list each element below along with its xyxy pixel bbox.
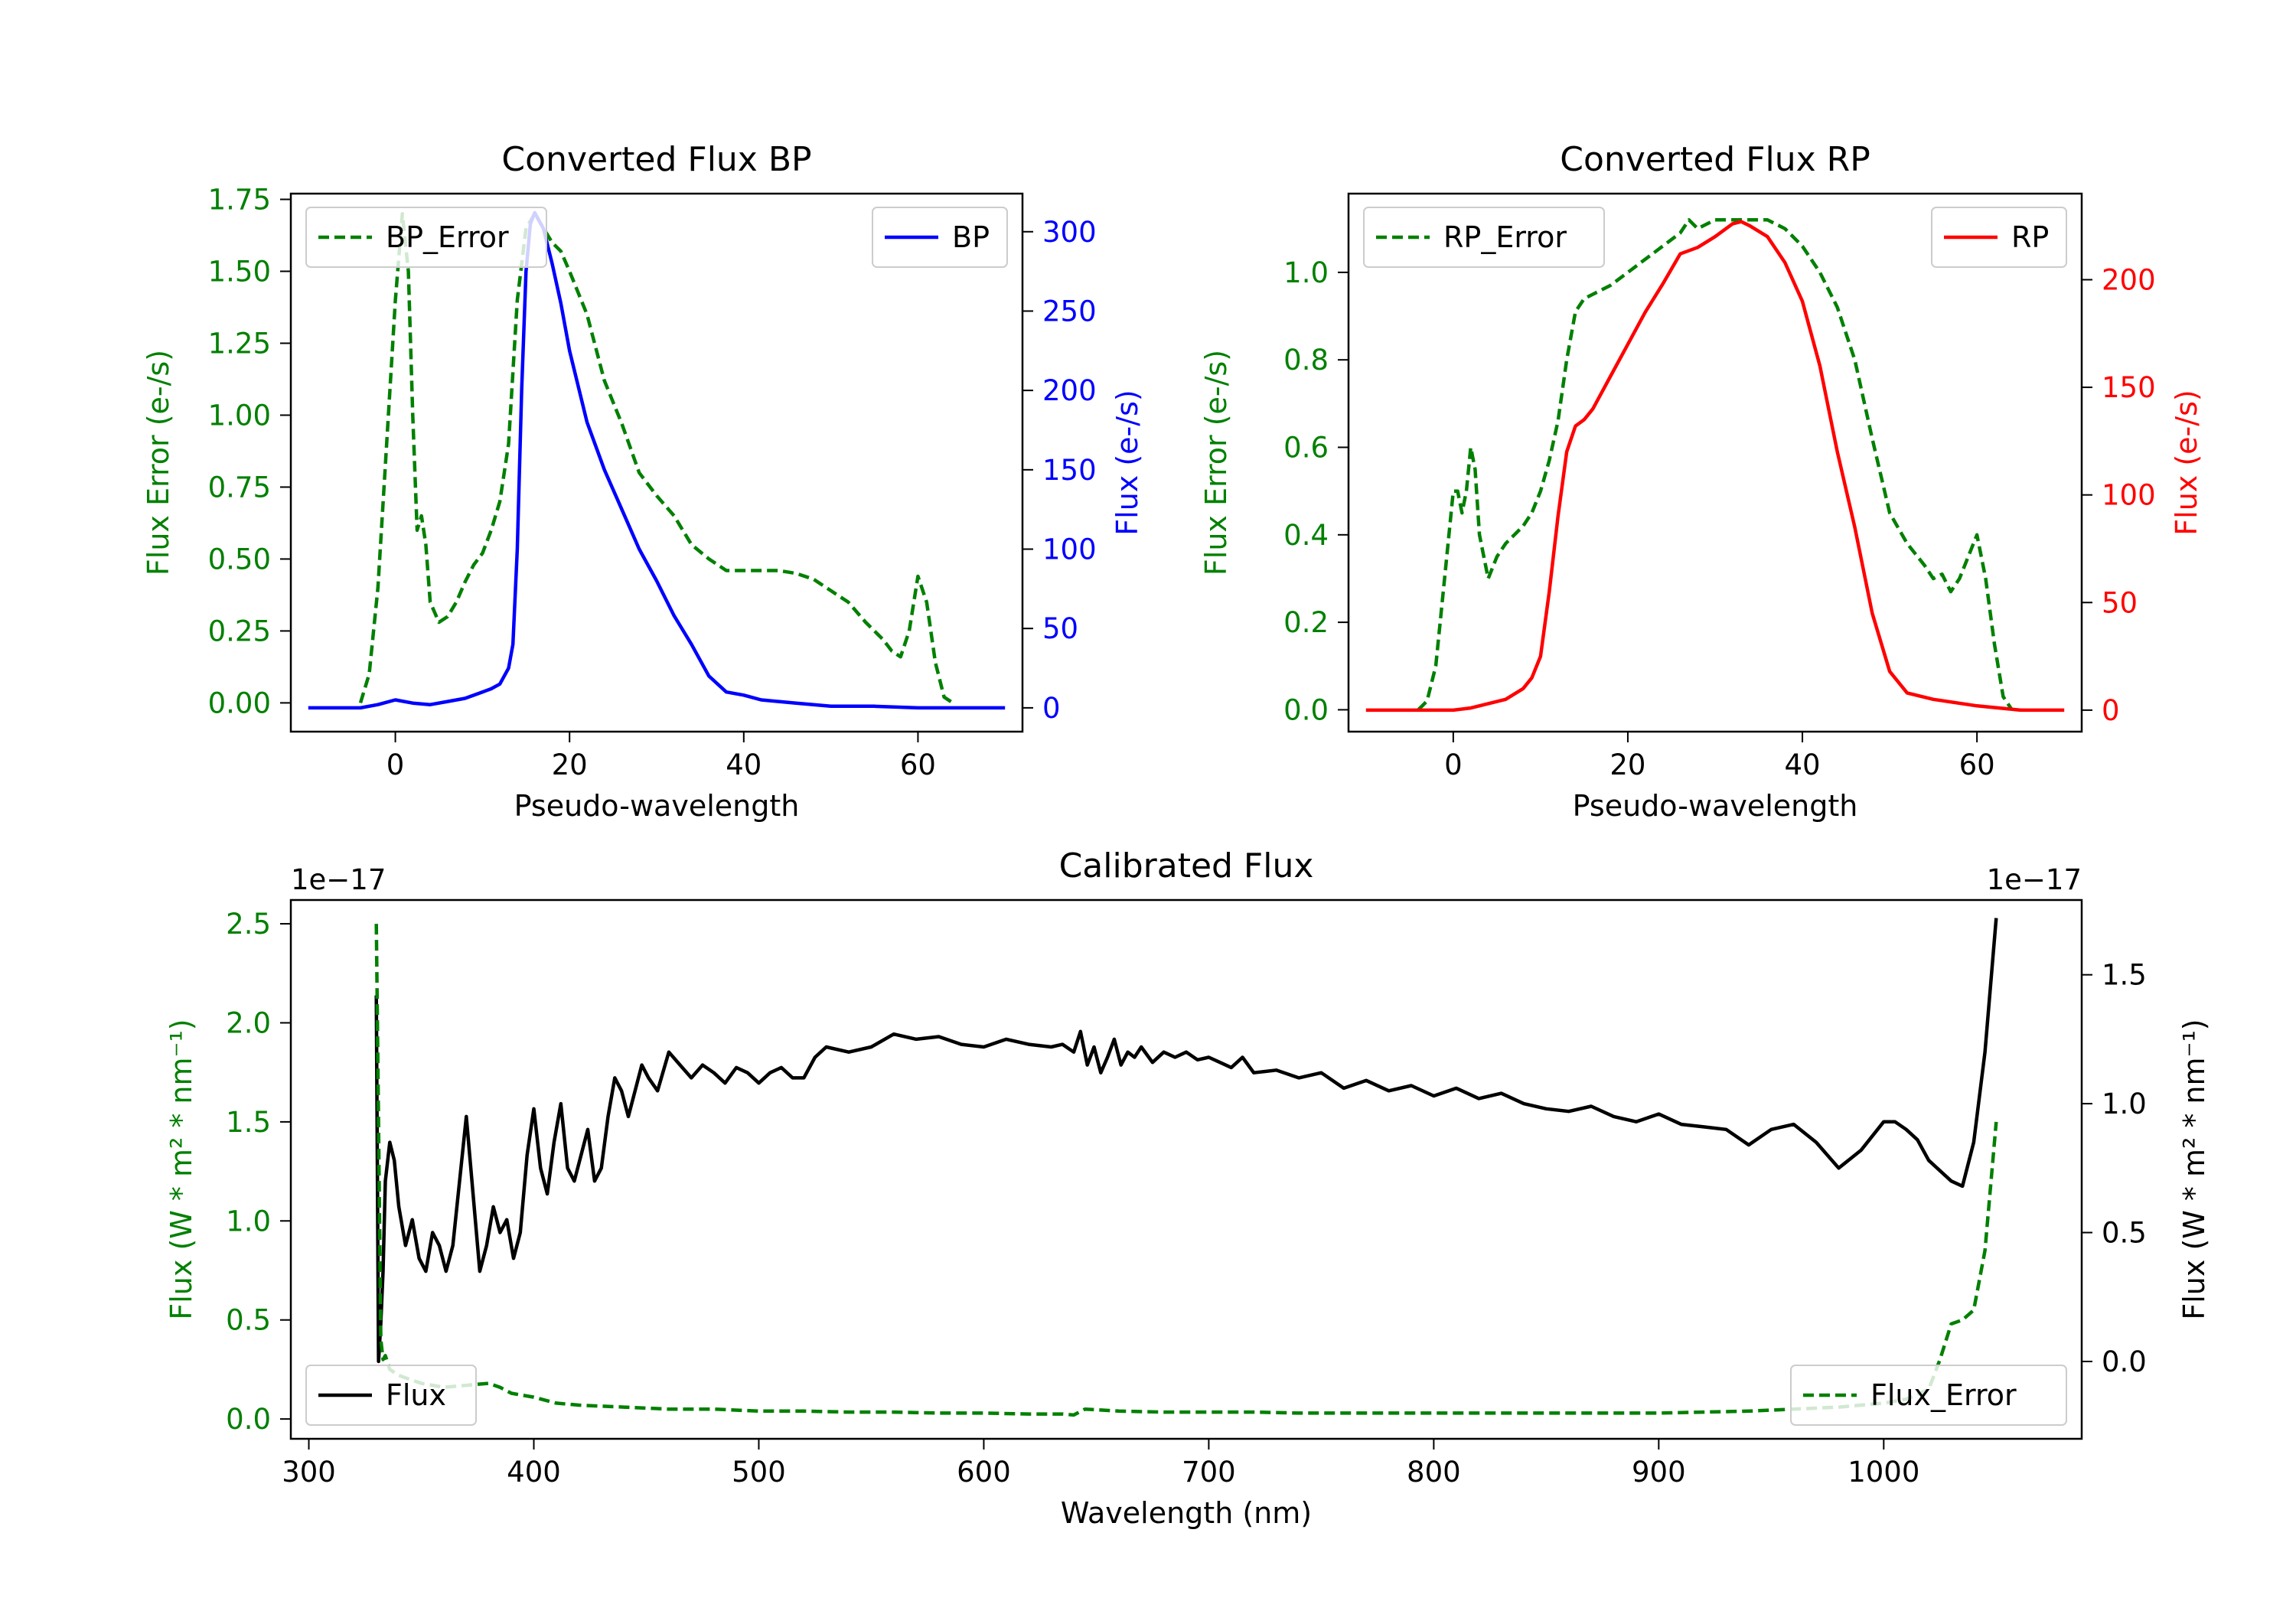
cal-y-right-axis-label: Flux (W * m² * nm⁻¹) [2177,1019,2211,1319]
bp-legend-bp: BP [872,207,1008,268]
bp-legend-box [305,207,547,268]
bp-y-left-tick-label: 1.75 [208,184,271,217]
rp-legend-box [1931,207,2067,268]
cal-plot-frame [289,898,2083,1440]
bp-y-left-tick-label: 1.50 [208,256,271,289]
cal-y-left-exponent: 1e−17 [291,863,386,896]
cal-y-left-tick-label: 1.5 [226,1106,271,1139]
cal-y-right-tick-label: 1.5 [2102,959,2147,992]
rp-y-right-tick-label: 150 [2102,371,2156,404]
rp-x-tick-label: 40 [1785,748,1821,781]
bp-x-tick-label: 0 [386,748,405,781]
rp-y-left-tick-label: 0.4 [1283,519,1329,552]
bp-y-right-tick-label: 50 [1042,612,1078,645]
bp-y-right-tick-label: 300 [1042,216,1097,249]
rp-y-left-tick-label: 1.0 [1283,256,1329,289]
cal-y-right-tick-label: 0.5 [2102,1217,2147,1250]
cal-y-right-tick-label: 0.0 [2102,1345,2147,1378]
cal-y-left-axis-label: Flux (W * m² * nm⁻¹) [165,1019,198,1319]
bp-x-tick-label: 40 [726,748,762,781]
bp-title: Converted Flux BP [501,140,811,179]
rp-y-left-tick-label: 0.8 [1283,344,1329,377]
rp-legend-rp-error: RP_Error [1363,207,1605,268]
bp-y-right-axis-label: Flux (e-/s) [1110,390,1144,535]
bp-legend-label: BP [952,220,990,254]
rp-y-right-tick-label: 100 [2102,479,2156,512]
cal-y-left-tick-label: 2.5 [226,908,271,941]
cal-x-tick-label: 900 [1632,1456,1686,1489]
cal-x-tick-label: 600 [957,1456,1011,1489]
cal-x-tick-label: 1000 [1848,1456,1919,1489]
rp-series-rp-error [1417,218,2014,711]
bp-y-right-tick-label: 200 [1042,374,1097,407]
cal-legend-box [1790,1365,2067,1426]
bp-chart: Converted Flux BP 0 20 40 60 Pseudo-wavelengt… [142,140,1144,823]
bp-legend-label: BP_Error [386,220,509,254]
rp-y-left-tick-label: 0.6 [1283,431,1329,464]
cal-x-tick-label: 700 [1182,1456,1236,1489]
bp-y-right-tick-label: 250 [1042,295,1097,328]
cal-y-left-tick-label: 2.0 [226,1006,271,1039]
cal-legend-label: Flux [386,1378,446,1412]
rp-x-tick-label: 20 [1609,748,1645,781]
bp-y-left-axis-label: Flux Error (e-/s) [142,350,175,576]
rp-y-right-tick-label: 50 [2102,586,2138,619]
bp-series-bp [308,210,1006,710]
cal-legend-flux-error: Flux_Error [1790,1365,2067,1426]
cal-x-tick-label: 500 [732,1456,786,1489]
bp-y-right-tick-label: 150 [1042,454,1097,487]
cal-y-left-tick-label: 0.0 [226,1403,271,1436]
bp-legend-box [872,207,1008,268]
rp-y-right-axis-label: Flux (e-/s) [2170,390,2203,535]
bp-y-left-tick-label: 0.75 [208,471,271,504]
rp-y-left-tick-label: 0.0 [1283,693,1329,726]
bp-x-tick-label: 20 [552,748,588,781]
bp-y-left-tick-label: 0.00 [208,686,271,719]
rp-legend-label: RP [2011,220,2049,254]
bp-legend-bp-error: BP_Error [305,207,547,268]
cal-chart: Calibrated Flux 300 400 500 600 700 800 900 1000… [165,846,2211,1530]
rp-x-axis-label: Pseudo-wavelength [1573,789,1858,823]
bp-y-left-tick-label: 0.25 [208,615,271,647]
cal-legend-box [305,1365,477,1426]
cal-x-tick-label: 300 [282,1456,336,1489]
rp-y-left-axis-label: Flux Error (e-/s) [1199,350,1233,576]
bp-series-bp-error [358,212,954,705]
cal-y-left-tick-label: 1.0 [226,1205,271,1238]
rp-title: Converted Flux RP [1560,140,1870,179]
bp-plot-frame [289,192,1024,733]
rp-y-right-tick-label: 0 [2102,694,2120,727]
rp-y-right-tick-label: 200 [2102,263,2156,296]
rp-legend-label: RP_Error [1443,220,1567,254]
cal-series-flux [374,918,1998,1364]
cal-legend-label: Flux_Error [1870,1378,2017,1412]
cal-x-axis-label: Wavelength (nm) [1061,1496,1312,1530]
rp-legend-rp: RP [1931,207,2067,268]
rp-chart: Converted Flux RP 0 20 40 60 Pseudo-wavelengt… [1199,140,2203,823]
bp-x-axis-label: Pseudo-wavelength [514,789,800,823]
cal-x-tick-label: 800 [1407,1456,1461,1489]
rp-x-tick-label: 0 [1444,748,1463,781]
rp-x-tick-label: 60 [1959,748,1995,781]
cal-legend-flux: Flux [305,1365,477,1426]
cal-y-right-exponent: 1e−17 [1987,863,2082,896]
cal-series-flux-error [374,924,1998,1417]
bp-y-right-tick-label: 100 [1042,533,1097,566]
rp-series-rp [1365,220,2065,713]
bp-x-tick-label: 60 [900,748,936,781]
rp-plot-frame [1347,192,2083,733]
bp-y-left-tick-label: 1.00 [208,399,271,432]
cal-title: Calibrated Flux [1059,846,1314,885]
rp-legend-box [1363,207,1605,268]
bp-y-right-tick-label: 0 [1042,692,1061,725]
rp-y-left-tick-label: 0.2 [1283,606,1329,639]
cal-x-tick-label: 400 [507,1456,561,1489]
cal-y-right-tick-label: 1.0 [2102,1088,2147,1120]
bp-y-left-tick-label: 0.50 [208,543,271,576]
cal-y-left-tick-label: 0.5 [226,1304,271,1337]
bp-y-left-tick-label: 1.25 [208,327,271,360]
